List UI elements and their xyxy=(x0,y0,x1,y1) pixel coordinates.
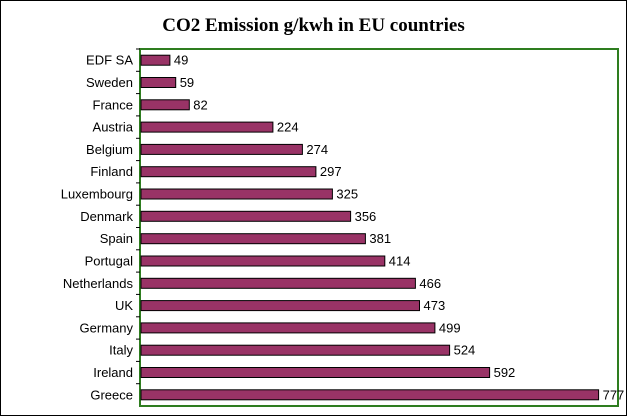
category-label: Sweden xyxy=(86,75,133,90)
category-labels: EDF SA Sweden France Austria Belgium Finland L… xyxy=(61,53,134,403)
category-label: Netherlands xyxy=(63,276,134,291)
value-label: 473 xyxy=(424,298,446,313)
bar-sweden xyxy=(140,77,177,88)
value-label: 224 xyxy=(277,120,299,135)
value-label: 297 xyxy=(320,164,342,179)
category-label: Italy xyxy=(109,343,133,358)
category-label: Portugal xyxy=(85,254,134,269)
category-label: France xyxy=(93,97,133,112)
value-label: 414 xyxy=(389,254,411,269)
bars-group xyxy=(136,48,600,401)
value-label: 592 xyxy=(494,365,516,380)
category-label: Belgium xyxy=(86,142,133,157)
value-label: 524 xyxy=(454,343,476,358)
bar-spain xyxy=(140,233,366,245)
bar-ireland xyxy=(140,367,491,378)
value-label: 59 xyxy=(180,75,194,90)
bar-germany xyxy=(140,322,436,334)
category-label: Austria xyxy=(93,120,134,135)
value-label: 466 xyxy=(419,276,441,291)
value-label: 274 xyxy=(306,142,328,157)
category-label: Denmark xyxy=(80,209,133,224)
bar-uk xyxy=(140,300,420,312)
value-label: 49 xyxy=(174,53,188,68)
category-label: Spain xyxy=(100,231,133,246)
value-label: 356 xyxy=(355,209,377,224)
bar-france xyxy=(140,99,190,111)
category-label: Finland xyxy=(90,164,133,179)
bar-belgium xyxy=(140,143,303,155)
category-label: EDF SA xyxy=(86,53,133,68)
value-label: 82 xyxy=(193,97,207,112)
value-labels: 49 59 82 224 274 297 325 356 381 414 466 473 499 524 5… xyxy=(174,53,624,403)
bar-austria xyxy=(140,121,274,133)
bar-italy xyxy=(140,344,451,356)
bar-netherlands xyxy=(140,277,416,289)
bar-finland xyxy=(140,166,317,178)
bar-greece xyxy=(140,389,600,401)
value-label: 325 xyxy=(336,187,358,202)
bar-edf-sa xyxy=(140,54,171,66)
bar-portugal xyxy=(140,255,386,267)
value-label: 381 xyxy=(369,231,391,246)
value-label: 499 xyxy=(439,320,461,335)
category-label: Germany xyxy=(80,320,134,335)
bar-denmark xyxy=(140,210,352,222)
category-label: Luxembourg xyxy=(61,187,133,202)
chart-title: CO2 Emission g/kwh in EU countries xyxy=(162,15,465,36)
category-label: Greece xyxy=(90,387,133,402)
category-label: UK xyxy=(115,298,133,313)
bar-luxembourg xyxy=(140,188,333,200)
value-label: 777 xyxy=(603,387,625,402)
category-label: Ireland xyxy=(93,365,133,380)
